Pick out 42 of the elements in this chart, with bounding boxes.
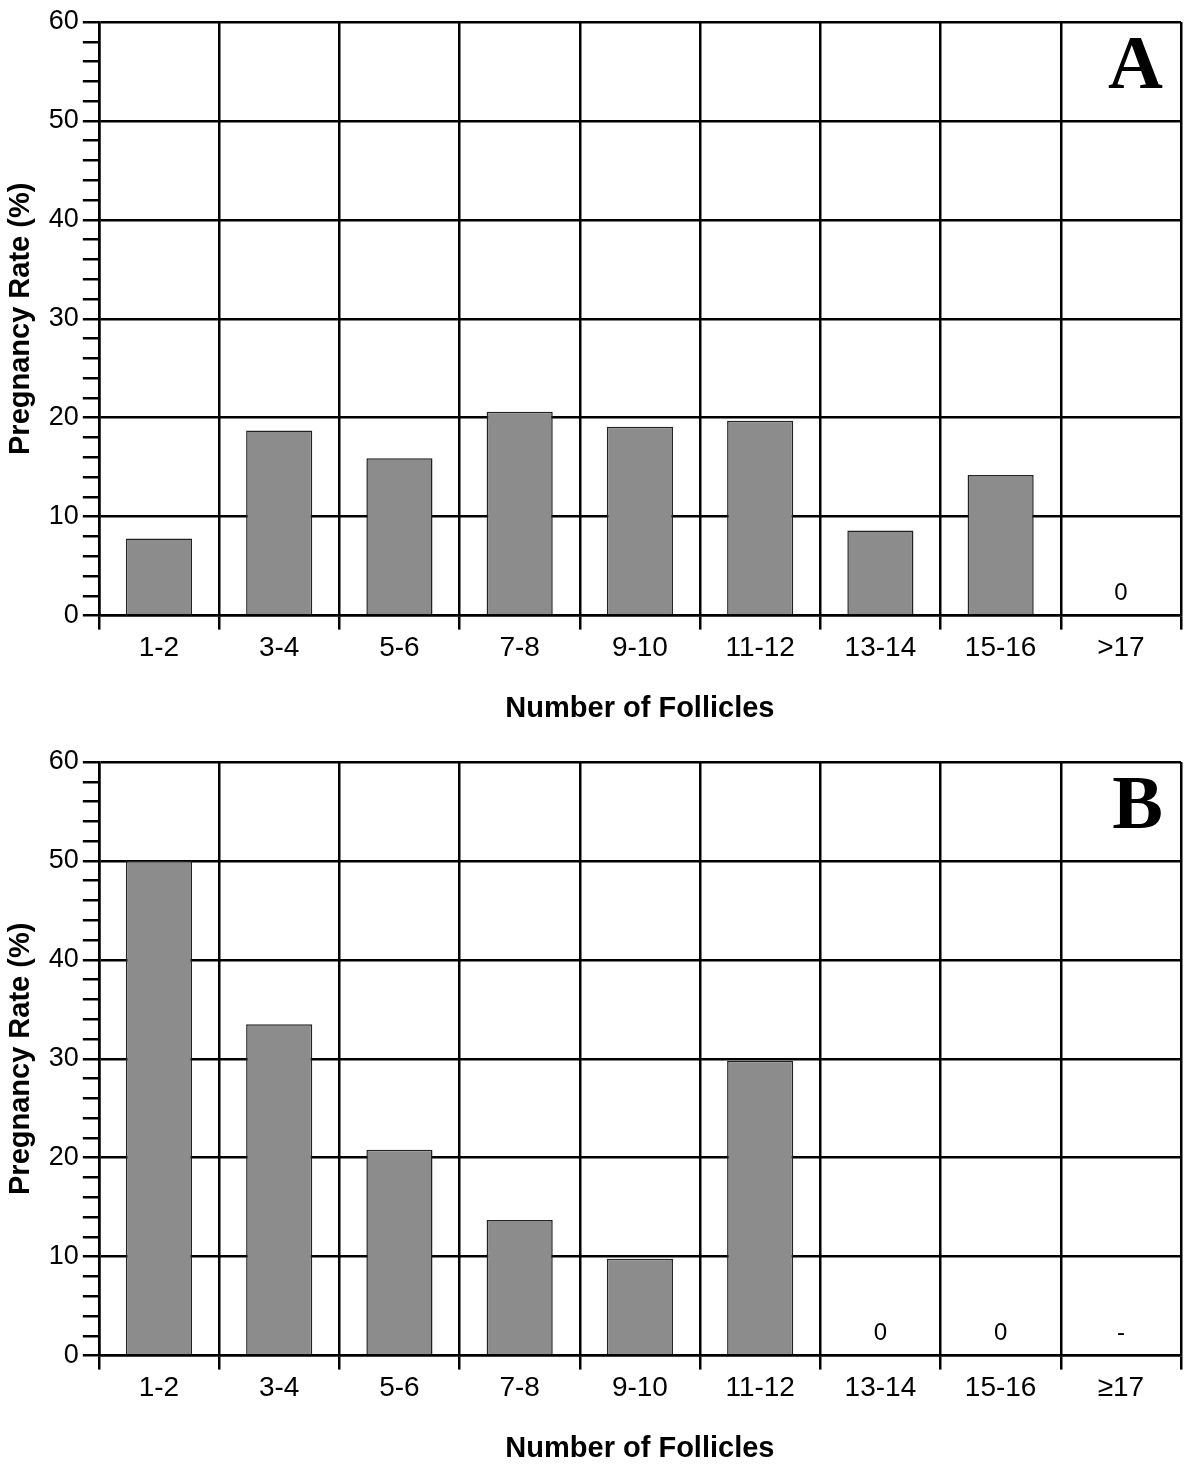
x-tick-label: ≥17 [1097, 1371, 1145, 1403]
x-tick-label: 1-2 [138, 631, 180, 663]
y-tick-label: 0 [63, 1339, 79, 1370]
x-tick-label: 13-14 [844, 1371, 917, 1403]
x-tick-label: 15-16 [964, 631, 1037, 663]
x-tick-label: 5-6 [379, 631, 420, 663]
x-tick-label: 15-16 [964, 1371, 1037, 1403]
y-tick-label: 60 [48, 745, 79, 776]
x-tick-label: 13-14 [844, 631, 917, 663]
x-tick-label: 9-10 [611, 631, 668, 663]
y-tick-label: 10 [48, 500, 79, 531]
x-tick-label: 11-12 [725, 631, 795, 663]
x-axis-title: Number of Follicles [505, 1430, 775, 1463]
y-tick-label: 50 [48, 844, 79, 875]
y-tick-label: 40 [48, 943, 79, 974]
x-tick-label: >17 [1097, 631, 1145, 663]
data-label: 0 [1114, 578, 1128, 606]
x-axis-title: Number of Follicles [505, 690, 775, 723]
y-tick-label: 40 [48, 203, 79, 234]
y-axis-title: Pregnancy Rate (%) [3, 182, 36, 455]
y-tick-label: 0 [63, 599, 79, 630]
y-tick-label: 30 [48, 302, 79, 333]
y-tick-label: 50 [48, 104, 79, 135]
annotation: A [1108, 19, 1164, 104]
x-tick-label: 1-2 [138, 1371, 180, 1403]
y-tick-label: 10 [48, 1240, 79, 1271]
x-tick-label: 9-10 [611, 1371, 668, 1403]
x-tick-label: 5-6 [379, 1371, 420, 1403]
x-tick-label: 7-8 [499, 631, 540, 663]
y-tick-label: 60 [48, 5, 79, 36]
x-tick-label: 3-4 [258, 1371, 300, 1403]
y-tick-label: 20 [48, 1141, 79, 1172]
y-tick-label: 30 [48, 1042, 79, 1073]
x-tick-label: 7-8 [499, 1371, 540, 1403]
y-tick-label: 20 [48, 401, 79, 432]
y-axis-title: Pregnancy Rate (%) [3, 922, 36, 1195]
x-tick-label: 3-4 [258, 631, 300, 663]
annotation: B [1112, 759, 1163, 844]
data-label: 0 [873, 1318, 888, 1346]
text: - [1116, 1318, 1125, 1346]
data-label: 0 [993, 1318, 1008, 1346]
x-tick-label: 11-12 [725, 1371, 795, 1403]
